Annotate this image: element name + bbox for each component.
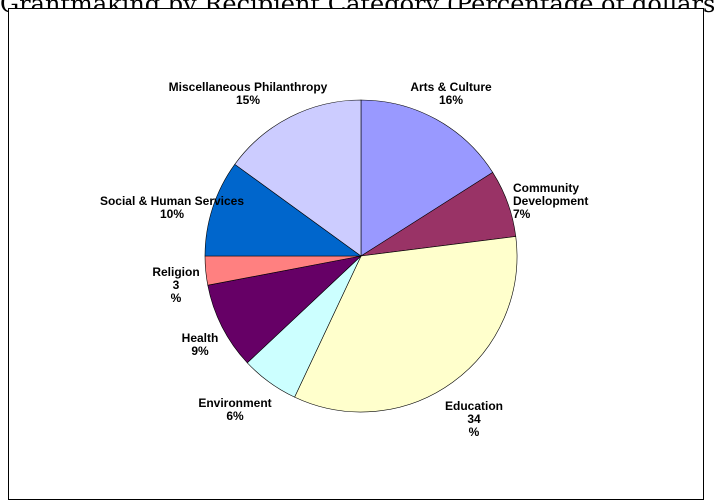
pie-slice-arts-culture	[360, 99, 494, 257]
pie-chart: Arts & Culture 16% Community Development 7% E…	[100, 80, 588, 439]
pie-slice-miscellaneous-philanthropy	[234, 99, 362, 257]
slice-label-education: Education 34%	[445, 399, 503, 439]
slice-label-arts-culture: Arts & Culture 16%	[410, 80, 492, 107]
pie-slice-health	[207, 255, 362, 364]
slice-label-community-development: Community Development 7%	[513, 181, 588, 221]
slice-label-health: Health 9%	[182, 331, 219, 358]
slice-label-religion: Religion 3%	[152, 265, 199, 305]
slice-label-miscellaneous-philanthropy: Miscellaneous Philanthropy 15%	[169, 80, 328, 107]
slice-label-social-human-services: Social & Human Services 10%	[100, 194, 244, 221]
slice-label-environment: Environment 6%	[198, 396, 271, 423]
pie-slice-education	[294, 236, 518, 413]
pie-slice-social-human-services	[204, 163, 362, 257]
chart-area: Arts & Culture 16% Community Development 7% E…	[8, 8, 704, 500]
